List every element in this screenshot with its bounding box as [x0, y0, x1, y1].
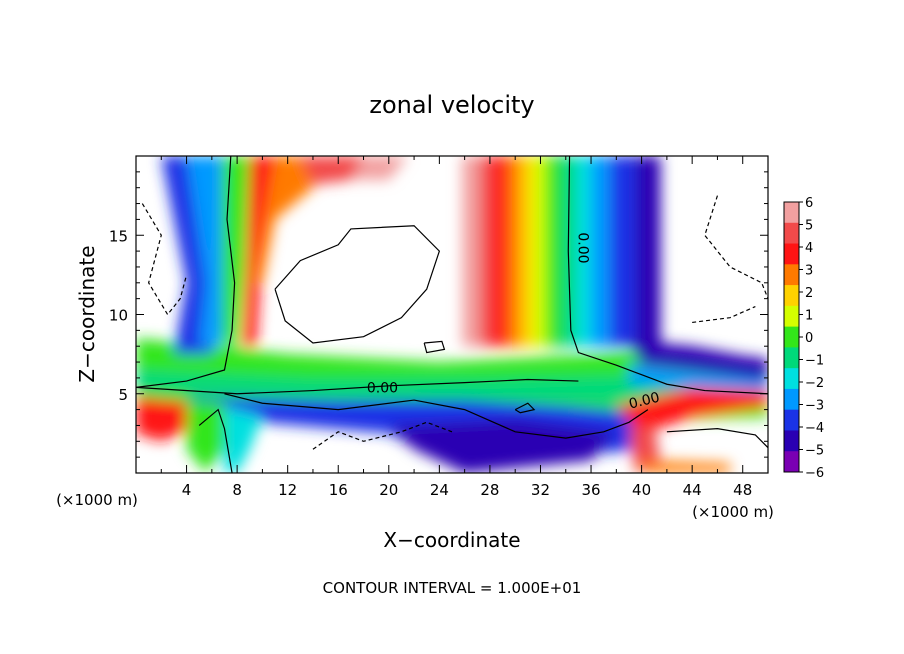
colorbar-label: 4: [805, 241, 813, 256]
colorbar-swatch: [784, 202, 799, 224]
field-right-shear: [628, 365, 768, 391]
x-tick-label: 40: [632, 481, 651, 499]
colorbar-swatch: [784, 326, 799, 348]
y-tick-label: 10: [109, 307, 128, 325]
colorbar-swatch: [784, 451, 799, 473]
y-axis-label: Z−coordinate: [75, 245, 99, 382]
field-column-band: [462, 156, 480, 347]
dashed-contour: [141, 203, 188, 316]
x-tick-label: 12: [278, 481, 297, 499]
y-tick-label: 15: [109, 227, 128, 245]
colorbar-swatch: [784, 222, 799, 245]
colorbar-swatch: [784, 264, 799, 286]
colorbar-label: −1: [805, 354, 824, 369]
x-tick-label: 32: [531, 481, 550, 499]
colorbar-label: −6: [805, 466, 824, 481]
colorbar-label: −4: [805, 421, 824, 436]
field-left-column: [221, 156, 250, 347]
colorbar-label: −3: [805, 399, 824, 414]
thin-contour: [514, 402, 536, 414]
field-shear-layer: [136, 369, 768, 404]
x-unit-right: (×1000 m): [692, 503, 774, 521]
field-lower-left: [224, 406, 263, 473]
contour-label: 0.00: [627, 390, 661, 413]
colorbar-label: 1: [805, 309, 813, 324]
zero-contour: [136, 156, 236, 389]
contour-interval-note: CONTOUR INTERVAL = 1.000E+01: [323, 579, 582, 597]
x-tick-label: 36: [581, 481, 600, 499]
colorbar-swatch: [784, 285, 799, 307]
x-tick-label: 48: [733, 481, 752, 499]
colorbar-label: 6: [805, 196, 813, 211]
field-lower-left: [136, 396, 200, 442]
x-tick-label: 24: [430, 481, 449, 499]
colorbar-label: −5: [805, 444, 824, 459]
colorbar-swatch: [784, 368, 799, 390]
field-left-column: [252, 156, 339, 283]
field-lower-right: [641, 460, 731, 473]
x-tick-label: 44: [683, 481, 702, 499]
thin-contour: [666, 428, 768, 449]
x-tick-label: 16: [329, 481, 348, 499]
dashed-contour: [692, 306, 756, 324]
contour-label: 0.00: [574, 232, 590, 263]
x-tick-label: 4: [182, 481, 192, 499]
contour-label: 0.00: [367, 380, 398, 396]
x-unit-left: (×1000 m): [56, 491, 138, 509]
zero-contour: [198, 408, 233, 473]
colorbar-swatch: [784, 305, 799, 328]
field-lower-right: [616, 387, 768, 434]
field-left-column: [350, 156, 408, 180]
colorbar-label: 5: [805, 219, 813, 234]
colorbar-swatch: [784, 347, 799, 369]
zero-contour: [567, 156, 768, 395]
y-tick-label: 5: [118, 386, 128, 404]
colorbar-label: −2: [805, 376, 824, 391]
chart-title: zonal velocity: [369, 91, 534, 119]
colorbar-swatch: [784, 430, 799, 452]
colorbar-label: 3: [805, 264, 813, 279]
velocity-field: [136, 156, 768, 473]
field-shear-layer: [388, 419, 617, 473]
x-tick-label: 28: [480, 481, 499, 499]
zero-contour: [224, 393, 649, 439]
zero-contour: [136, 378, 579, 395]
field-right-shear: [628, 339, 768, 382]
x-tick-label: 20: [379, 481, 398, 499]
field-lower-left: [186, 400, 225, 473]
colorbar-swatch: [784, 243, 799, 265]
colorbar: 6 5 4 3 2 1 0 −1 −2 −3 −4 −5 −6: [783, 196, 824, 481]
colorbar-label: 0: [805, 331, 813, 346]
x-axis-label: X−coordinate: [383, 528, 520, 552]
colorbar-swatch: [784, 409, 799, 431]
colorbar-swatch: [784, 388, 799, 411]
thin-contour: [423, 340, 446, 354]
thin-contour: [274, 225, 441, 344]
colorbar-label: 2: [805, 286, 813, 301]
dashed-contour: [312, 421, 453, 450]
x-tick-label: 8: [232, 481, 242, 499]
